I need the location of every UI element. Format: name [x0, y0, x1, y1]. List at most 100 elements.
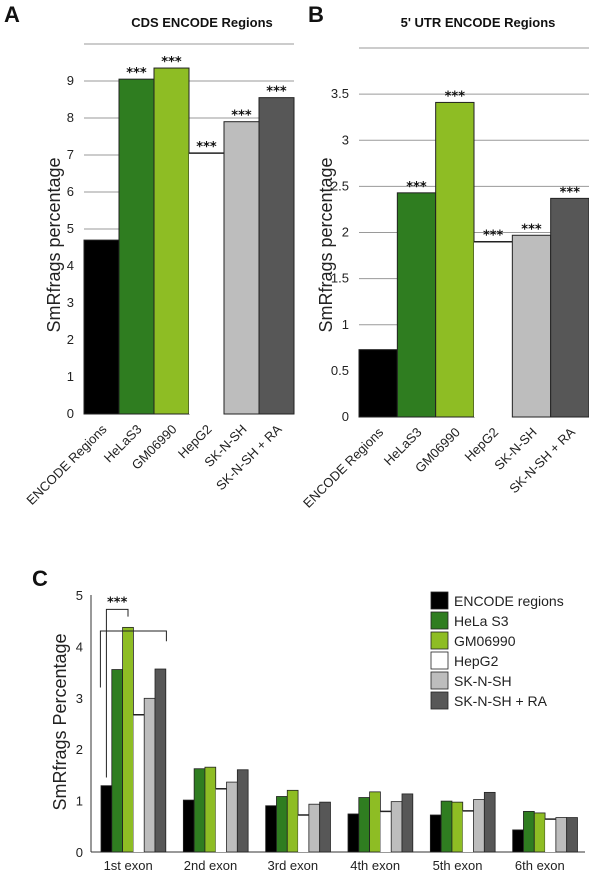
panel-c-bar — [182, 799, 195, 853]
panel-c-legend-label: SK-N-SH — [454, 673, 512, 689]
panel-c-bar — [358, 797, 370, 853]
panel-c-legend-label: HepG2 — [454, 653, 499, 669]
panel-a-annotations: *** *** *** *** *** — [126, 55, 287, 155]
panel-b-bar — [435, 101, 475, 418]
panel-a-y-tick-label: 7 — [67, 147, 74, 162]
panel-c-category-label: 2nd exon — [184, 858, 238, 873]
panel-letter-a: A — [4, 2, 20, 27]
panel-c-legend-label: ENCODE regions — [454, 593, 564, 609]
panel-a-title: CDS ENCODE Regions — [131, 15, 273, 30]
panel-c-bar — [566, 817, 578, 853]
panel-c-bar — [133, 714, 145, 852]
panel-b-bars — [358, 101, 589, 418]
panel-c-category-label: 6th exon — [515, 858, 565, 873]
panel-c-y-axis-label: SmRfrags Percentage — [50, 633, 70, 810]
panel-a-y-tick-label: 2 — [67, 332, 74, 347]
panel-c-legend-swatch — [430, 691, 449, 710]
panel-c-bar — [473, 799, 485, 853]
panel-a-y-ticks: 0 1 2 3 4 5 6 7 8 9 — [67, 73, 74, 421]
panel-c-bar — [236, 769, 249, 853]
panel-b-category-label: ENCODE Regions — [300, 424, 387, 511]
panel-b-significance-label: *** — [521, 222, 542, 237]
panel-c-y-tick-label: 1 — [76, 794, 83, 809]
panel-c-bar — [545, 819, 556, 852]
panel-c-y-tick-label: 4 — [76, 639, 83, 654]
panel-letter-c: C — [32, 566, 48, 591]
panel-c-bar — [265, 805, 277, 853]
panel-c-bar — [483, 791, 496, 853]
panel-a-significance-label: *** — [161, 55, 182, 70]
panel-c-y-ticks: 0 1 2 3 4 5 — [76, 588, 83, 860]
panel-c-bar — [319, 801, 331, 853]
panel-b-annotations: *** *** *** *** *** — [406, 89, 580, 243]
panel-a-significance-label: *** — [231, 109, 252, 124]
panel-c-bar — [555, 817, 568, 853]
panel-a-y-tick-label: 1 — [67, 369, 74, 384]
panel-a-bar — [83, 239, 120, 415]
panel-c-bar — [193, 768, 206, 853]
panel-b: B 5' UTR ENCODE Regions SmRfrags percent… — [300, 2, 589, 511]
panel-a-bars — [83, 67, 295, 415]
panel-c-y-tick-label: 3 — [76, 691, 83, 706]
panel-c-bar — [215, 788, 227, 852]
panel-a-bar — [258, 97, 295, 415]
panel-a-category-label: ENCODE Regions — [23, 421, 110, 508]
panel-a-category-labels: ENCODE RegionsHeLaS3GM06990HepG2SK-N-SHS… — [23, 421, 284, 508]
panel-c-bar — [286, 789, 299, 853]
panel-c-legend-swatch — [430, 631, 449, 650]
panel-a-y-tick-label: 0 — [67, 406, 74, 421]
panel-c-bar — [429, 814, 442, 853]
panel-b-bar — [550, 197, 589, 418]
panel-c-legend-label: GM06990 — [454, 633, 516, 649]
panel-b-category-labels: ENCODE RegionsHeLaS3GM06990HepG2SK-N-SHS… — [300, 424, 578, 511]
panel-b-bar — [474, 241, 513, 417]
panel-c-legend-swatch — [430, 611, 449, 630]
panel-a-y-tick-label: 5 — [67, 221, 74, 236]
panel-c-legend-label: SK-N-SH + RA — [454, 693, 548, 709]
panel-c-bar — [523, 810, 535, 853]
panel-a-significance-label: *** — [266, 85, 287, 100]
panel-c-bar — [440, 800, 453, 853]
panel-b-y-tick-label: 3 — [342, 132, 349, 147]
panel-c-category-label: 4th exon — [350, 858, 400, 873]
panel-c-bar — [143, 697, 156, 853]
panel-c-bar — [204, 766, 217, 853]
panel-b-significance-label: *** — [560, 185, 581, 200]
panel-c-bar — [380, 811, 392, 852]
panel-c: C SmRfrags Percentage 0 1 2 3 4 5 1st exon 2nd… — [32, 566, 585, 873]
panel-b-y-tick-label: 0.5 — [331, 363, 349, 378]
panel-c-y-tick-label: 0 — [76, 845, 83, 860]
panel-a-significance-label: *** — [196, 140, 217, 155]
panel-c-significance-label: *** — [107, 595, 128, 610]
panel-b-y-tick-label: 2.5 — [331, 178, 349, 193]
panel-a-bar — [189, 153, 224, 414]
panel-c-bracket — [99, 630, 167, 688]
panel-c-significance-brackets: *** — [99, 595, 167, 778]
panel-c-bar — [111, 669, 124, 853]
panel-a-y-tick-label: 9 — [67, 73, 74, 88]
panel-a-bar — [153, 67, 190, 415]
panel-a-y-tick-label: 3 — [67, 295, 74, 310]
panel-c-bar — [369, 791, 381, 853]
panel-b-y-ticks: 0 0.5 1 1.5 2 2.5 3 3.5 — [331, 86, 349, 424]
panel-b-bar — [511, 234, 552, 418]
panel-c-legend-label: HeLa S3 — [454, 613, 509, 629]
panel-c-legend-swatch — [430, 651, 449, 670]
panel-b-y-tick-label: 2 — [342, 225, 349, 240]
panel-c-bar — [122, 626, 134, 853]
panel-c-bar — [154, 668, 167, 853]
panel-a-y-tick-label: 4 — [67, 258, 74, 273]
panel-c-bracket — [105, 608, 129, 778]
panel-a-y-tick-label: 8 — [67, 110, 74, 125]
panel-a-bar — [223, 121, 260, 415]
panel-b-title: 5' UTR ENCODE Regions — [401, 15, 556, 30]
panel-c-category-label: 5th exon — [433, 858, 483, 873]
panel-c-y-tick-label: 5 — [76, 588, 83, 603]
panel-b-y-tick-label: 1 — [342, 317, 349, 332]
panel-c-bar — [533, 812, 546, 853]
panel-c-legend-swatch — [430, 671, 449, 690]
panel-c-bar — [226, 781, 238, 853]
panel-c-bar — [451, 801, 464, 853]
panel-b-y-tick-label: 0 — [342, 409, 349, 424]
